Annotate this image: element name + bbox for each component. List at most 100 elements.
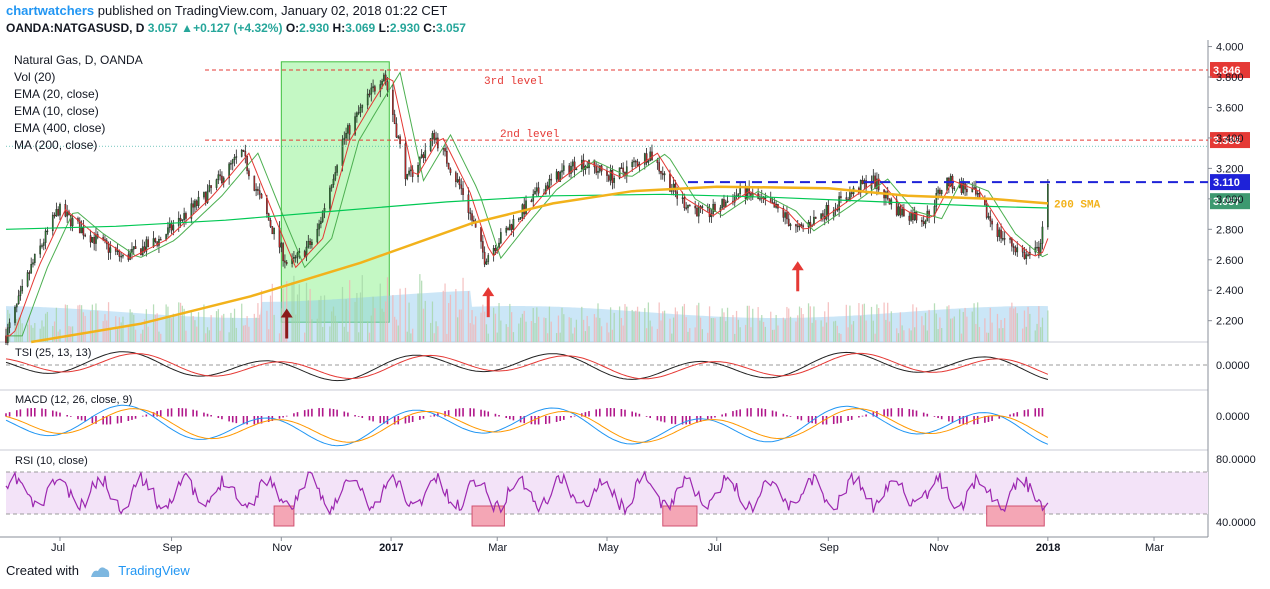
macd-histogram-bar — [822, 416, 824, 425]
volume-bar — [789, 316, 792, 342]
volume-bar — [858, 303, 860, 342]
candle-body — [260, 193, 263, 199]
volume-bar — [336, 322, 338, 342]
volume-bar — [1014, 307, 1017, 342]
volume-bar — [759, 320, 761, 342]
macd-histogram-bar — [447, 410, 450, 417]
author-name[interactable]: chartwatchers — [6, 3, 95, 18]
volume-bar — [984, 318, 986, 342]
level-price-tag — [1210, 132, 1250, 149]
volume-bar — [160, 333, 162, 342]
candle-body — [696, 207, 698, 217]
volume-bar — [719, 316, 721, 342]
oversold-box — [986, 505, 1045, 527]
volume-bar — [897, 333, 900, 342]
candle-body — [571, 161, 574, 167]
volume-bar — [696, 305, 698, 342]
candle-body — [307, 240, 310, 248]
legend-ma200[interactable]: MA (200, close) — [14, 138, 98, 152]
candle-body — [1016, 247, 1019, 253]
volume-bar — [762, 321, 765, 342]
volume-bar — [536, 307, 538, 342]
candle-body — [26, 272, 29, 287]
candle-body — [255, 189, 257, 191]
volume-bar — [732, 314, 734, 342]
macd-histogram-bar — [796, 416, 799, 420]
macd-histogram-bar — [127, 416, 130, 421]
macd-histogram-bar — [559, 416, 562, 421]
volume-bar — [32, 327, 34, 342]
legend-vol[interactable]: Vol (20) — [14, 70, 56, 84]
volume-bar — [588, 326, 590, 342]
macd-histogram-bar — [505, 416, 508, 419]
candle-body — [203, 192, 205, 198]
volume-bar — [322, 326, 324, 342]
macd-histogram-bar — [69, 416, 72, 417]
macd-histogram-bar — [746, 408, 749, 417]
volume-bar — [987, 332, 990, 342]
volume-bar — [635, 310, 637, 342]
candle-body — [107, 243, 110, 253]
volume-bar — [361, 275, 363, 342]
candle-body — [30, 264, 33, 274]
candle-body — [280, 243, 283, 248]
candle-body — [271, 226, 274, 235]
macd-histogram-bar — [948, 416, 950, 422]
volume-bar — [84, 315, 86, 342]
candle-body — [737, 193, 740, 196]
x-tick-label: Mar — [488, 542, 507, 554]
candle-body — [643, 153, 646, 165]
legend-ema400[interactable]: EMA (400, close) — [14, 121, 106, 135]
volume-bar — [962, 311, 964, 342]
volume-bar — [475, 316, 477, 342]
symbol: OANDA:NATGASUSD, D — [6, 21, 145, 35]
macd-histogram-bar — [523, 416, 526, 424]
candle-body — [51, 214, 54, 232]
macd-histogram-bar — [51, 410, 54, 417]
volume-bar — [807, 303, 810, 342]
tradingview-link[interactable]: TradingView — [118, 563, 190, 578]
candle-body — [903, 208, 905, 217]
candle-body — [467, 194, 470, 213]
level-price-tag-text: 3.386 — [1213, 135, 1241, 147]
price-chart[interactable]: 3rd level 3.846 2nd level 3.386 3.110 3.057 20… — [0, 40, 1270, 555]
macd-histogram-bar — [814, 416, 817, 424]
volume-bar — [989, 307, 991, 342]
volume-bar — [874, 333, 876, 342]
volume-bar — [379, 283, 381, 342]
macd-histogram-bar — [555, 416, 558, 422]
volume-bar — [458, 309, 461, 342]
volume-bar — [509, 303, 511, 342]
volume-bar — [636, 306, 639, 342]
candle-body — [802, 225, 804, 228]
candle-body — [195, 200, 198, 206]
volume-bar — [600, 326, 603, 342]
candle-body — [656, 159, 659, 163]
volume-bar — [307, 300, 309, 342]
volume-bar — [775, 314, 777, 342]
legend-ema20[interactable]: EMA (20, close) — [14, 87, 99, 101]
candle-body — [231, 159, 234, 164]
macd-histogram-bar — [134, 416, 137, 419]
macd-histogram-bar — [984, 416, 986, 423]
candle-body — [820, 213, 822, 219]
volume-bar — [771, 329, 774, 342]
legend-ema10[interactable]: EMA (10, close) — [14, 104, 99, 118]
macd-histogram-bar — [1012, 413, 1015, 417]
volume-bar — [568, 317, 570, 342]
candle-body — [381, 80, 383, 85]
volume-bar — [669, 318, 671, 342]
macd-histogram-bar — [321, 408, 324, 417]
candle-body — [217, 174, 220, 180]
candle-body — [320, 221, 322, 225]
candle-body — [444, 148, 446, 152]
legend-title[interactable]: Natural Gas, D, OANDA — [14, 53, 143, 67]
candle-body — [399, 136, 401, 144]
volume-bar — [608, 332, 610, 342]
candle-body — [525, 200, 527, 215]
volume-bar — [457, 317, 459, 342]
macd-histogram-bar — [77, 416, 79, 420]
macd-histogram-bar — [44, 408, 47, 417]
volume-bar — [406, 331, 408, 342]
volume-bar — [316, 318, 318, 342]
